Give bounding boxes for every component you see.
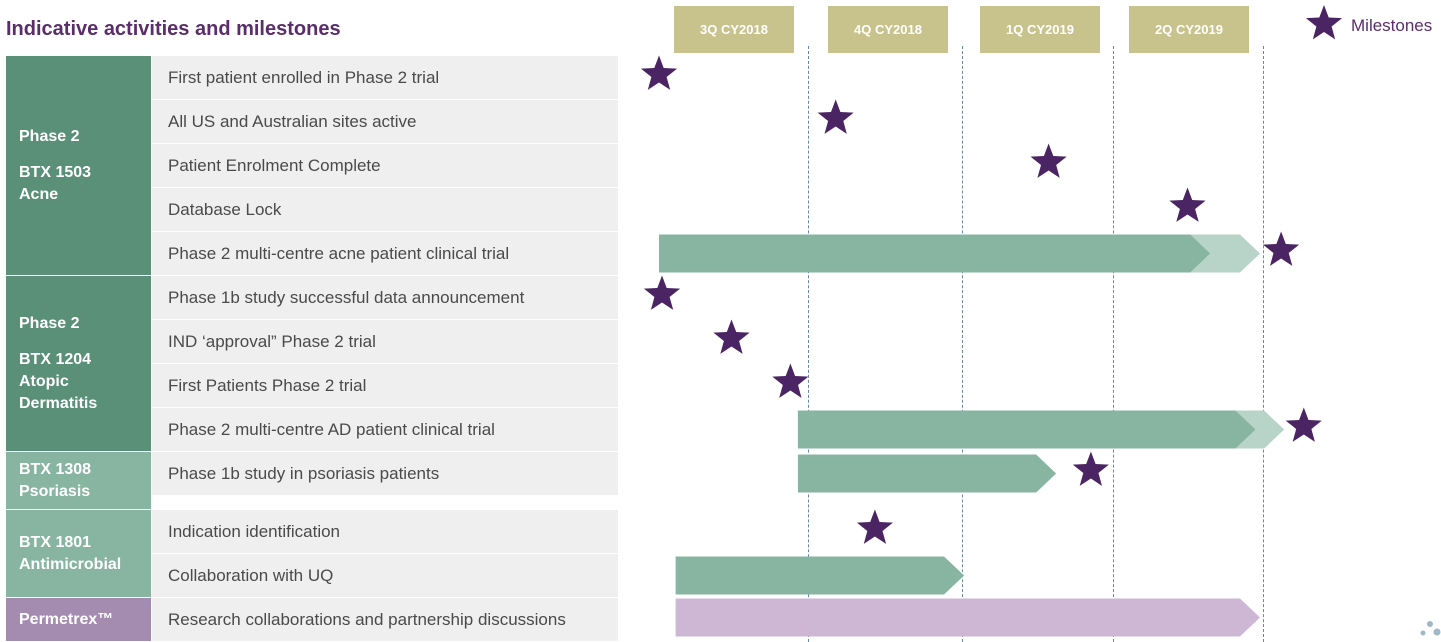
program-line: Phase 2 — [19, 314, 80, 332]
program-label: Permetrex™ — [6, 598, 151, 641]
activity-row: First Patients Phase 2 trial — [152, 364, 618, 407]
milestone-star-icon — [1285, 407, 1322, 442]
activity-row: Phase 2 multi-centre acne patient clinic… — [152, 232, 618, 275]
program-line: Phase 2 — [19, 127, 80, 145]
quarter-label: 1Q CY2019 — [980, 6, 1100, 53]
decorative-dot — [1427, 621, 1433, 627]
quarter-divider — [1113, 46, 1114, 642]
milestone-star-icon — [772, 363, 809, 398]
program-label: Phase 2 BTX 1204 Atopic Dermatitis — [6, 276, 151, 451]
timeline-bar — [797, 410, 1256, 449]
timeline-bar — [797, 454, 1057, 493]
activity-row: Database Lock — [152, 188, 618, 231]
program-line: Permetrex™ — [19, 610, 114, 628]
program-line: Acne — [19, 185, 59, 203]
activity-row: IND ‘approval” Phase 2 trial — [152, 320, 618, 363]
milestone-star-icon — [640, 55, 678, 90]
milestone-star-icon — [856, 509, 893, 544]
milestone-star-icon — [817, 99, 854, 134]
quarter-divider — [1263, 46, 1264, 642]
milestone-star-icon — [643, 275, 681, 310]
page-title: Indicative activities and milestones — [6, 18, 341, 40]
program-line: BTX 1801 — [19, 533, 92, 551]
activity-row: Phase 1b study in psoriasis patients — [152, 452, 618, 495]
milestone-star-icon — [1169, 187, 1206, 222]
quarter-label: 2Q CY2019 — [1129, 6, 1249, 53]
quarter-divider — [808, 46, 809, 642]
legend-star-icon — [1305, 5, 1343, 40]
program-line: Dermatitis — [19, 394, 98, 412]
program-line: BTX 1503 — [19, 163, 92, 181]
activity-row: First patient enrolled in Phase 2 trial — [152, 56, 618, 99]
program-line: Antimicrobial — [19, 555, 122, 573]
activity-row: Indication identification — [152, 510, 618, 553]
milestone-star-icon — [1072, 451, 1109, 486]
activity-row: Collaboration with UQ — [152, 554, 618, 597]
activity-row: All US and Australian sites active — [152, 100, 618, 143]
timeline-bar — [659, 234, 1211, 273]
program-line: BTX 1308 — [19, 460, 92, 478]
program-line: BTX 1204 — [19, 350, 92, 368]
program-line: Atopic — [19, 372, 69, 390]
activity-row: Phase 1b study successful data announcem… — [152, 276, 618, 319]
program-label: Phase 2 BTX 1503 Acne — [6, 56, 151, 275]
legend-label: Milestones — [1351, 16, 1433, 35]
quarter-divider — [962, 46, 963, 642]
milestone-star-icon — [1263, 231, 1300, 266]
decorative-dot — [1420, 630, 1426, 636]
decorative-dot — [1433, 628, 1441, 636]
program-label: BTX 1801 Antimicrobial — [6, 510, 151, 597]
activity-row: Research collaborations and partnership … — [152, 598, 618, 641]
quarter-label: 3Q CY2018 — [674, 6, 794, 53]
quarter-label: 4Q CY2018 — [828, 6, 948, 53]
activity-row: Phase 2 multi-centre AD patient clinical… — [152, 408, 618, 451]
milestone-star-icon — [713, 319, 750, 354]
timeline-bar — [675, 556, 965, 595]
timeline-bar — [675, 598, 1260, 637]
program-label: BTX 1308 Psoriasis — [6, 452, 151, 509]
activity-row: Patient Enrolment Complete — [152, 144, 618, 187]
milestone-star-icon — [1030, 143, 1067, 178]
program-line: Psoriasis — [19, 482, 91, 500]
